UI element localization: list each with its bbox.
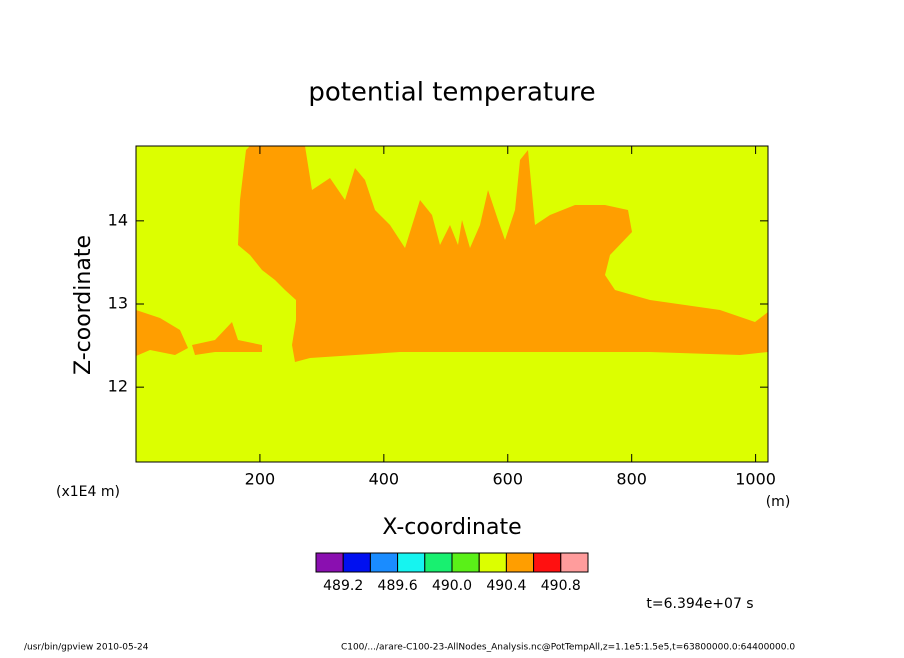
colorbar-swatch (315, 552, 344, 573)
x-axis-label: X-coordinate (382, 515, 521, 540)
colorbar-swatch (533, 552, 562, 573)
y-tick-label: 13 (108, 294, 128, 313)
colorbar-label: 490.8 (541, 578, 581, 594)
footer-right: C100/.../arare-C100-23-AllNodes_Analysis… (341, 643, 795, 653)
colorbar-swatch (397, 552, 426, 573)
colorbar-swatch (505, 552, 535, 573)
colorbar-swatch (424, 552, 453, 573)
x-tick-label: 600 (492, 470, 523, 489)
x-tick-label: 1000 (735, 470, 776, 489)
colorbar-swatch (478, 552, 507, 573)
x-tick-label: 200 (245, 470, 276, 489)
colorbar-swatch (342, 552, 371, 573)
footer-left: /usr/bin/gpview 2010-05-24 (24, 643, 149, 653)
colorbar-label: 490.4 (486, 578, 526, 594)
colorbar-label: 489.2 (323, 578, 363, 594)
contour-region (238, 146, 768, 362)
y-tick-label: 14 (108, 210, 128, 229)
colorbar-label: 490.0 (432, 578, 472, 594)
x-tick-label: 400 (369, 470, 400, 489)
x-unit: (m) (766, 494, 791, 510)
colorbar-swatch (451, 552, 480, 573)
time-label: t=6.394e+07 s (646, 596, 753, 612)
y-unit: (x1E4 m) (56, 484, 120, 500)
y-axis-label: Z-coordinate (71, 235, 96, 375)
colorbar-swatch (369, 552, 399, 573)
contour-region (192, 322, 262, 355)
contour-region (136, 310, 188, 356)
x-tick-label: 800 (616, 470, 647, 489)
y-tick-label: 12 (108, 377, 128, 396)
chart-title: potential temperature (308, 78, 595, 108)
colorbar-swatch (560, 552, 589, 573)
colorbar-label: 489.6 (378, 578, 418, 594)
